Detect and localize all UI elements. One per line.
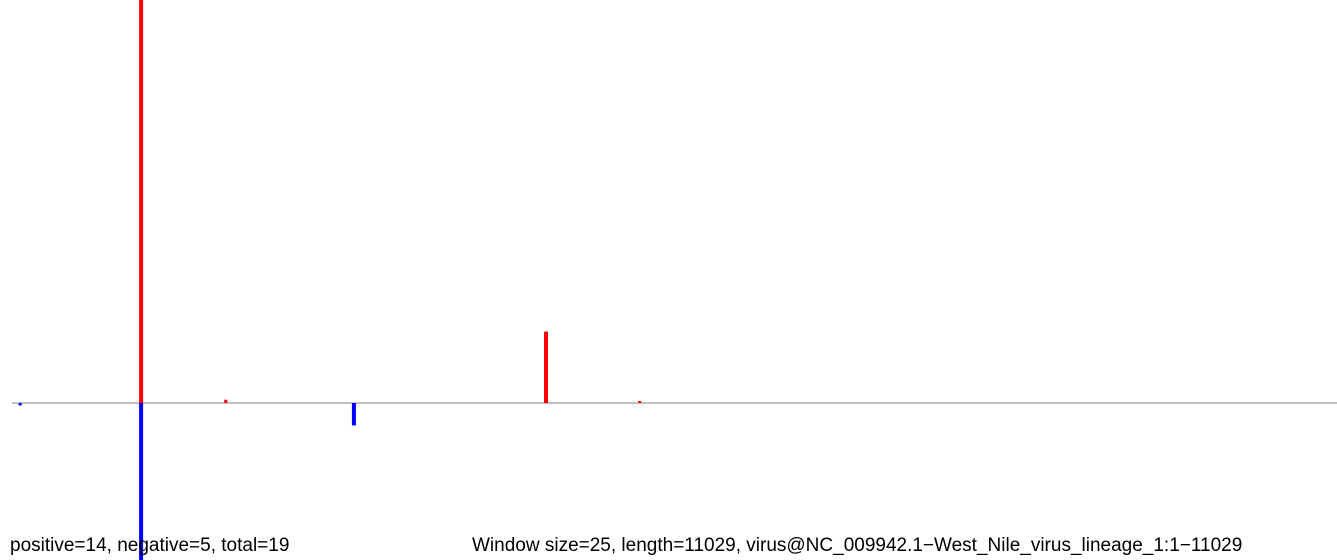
- negative-bar-2: [351, 403, 356, 426]
- positive-bar-0: [139, 0, 144, 404]
- positive-bar-2: [544, 331, 548, 403]
- positive-bar-1: [224, 399, 228, 403]
- stats-text: positive=14, negative=5, total=19: [10, 535, 290, 556]
- positive-bar-3: [638, 401, 642, 403]
- window-info-text: Window size=25, length=11029, virus@NC_0…: [472, 535, 1243, 556]
- negative-bar-1: [139, 403, 144, 560]
- negative-bar-0: [18, 403, 22, 406]
